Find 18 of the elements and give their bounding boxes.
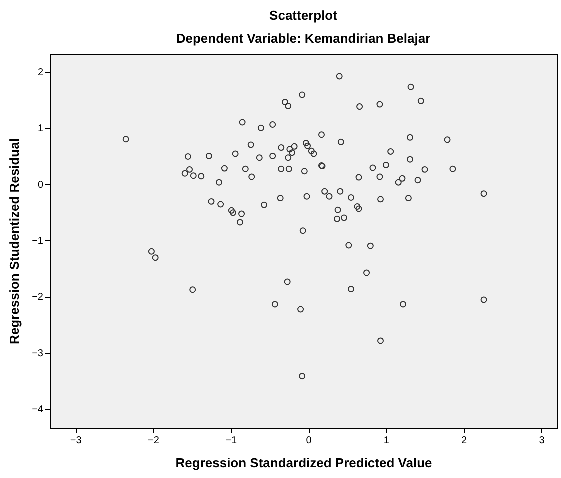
chart-subtitle: Dependent Variable: Kemandirian Belajar [176,31,431,46]
y-tick-label: 1 [38,124,44,135]
x-tick-label: −1 [226,436,238,446]
x-tick-label: −2 [148,436,160,446]
x-axis-title: Regression Standardized Predicted Value [176,456,432,470]
y-tick-label: −2 [32,292,44,304]
y-tick-label: 0 [38,180,44,191]
y-tick-label: 2 [38,67,44,78]
chart-title: Scatterplot [270,8,338,23]
y-axis-title: Regression Studentized Residual [7,138,22,344]
x-tick-label: 2 [462,436,468,446]
y-tick-label: −1 [32,236,44,247]
x-tick-label: −3 [70,436,82,446]
x-tick-label: 1 [384,436,390,446]
x-tick-label: 0 [306,436,312,446]
x-tick-label: 3 [539,436,546,446]
y-tick-label: −4 [32,404,44,416]
y-tick-label: −3 [32,348,44,360]
